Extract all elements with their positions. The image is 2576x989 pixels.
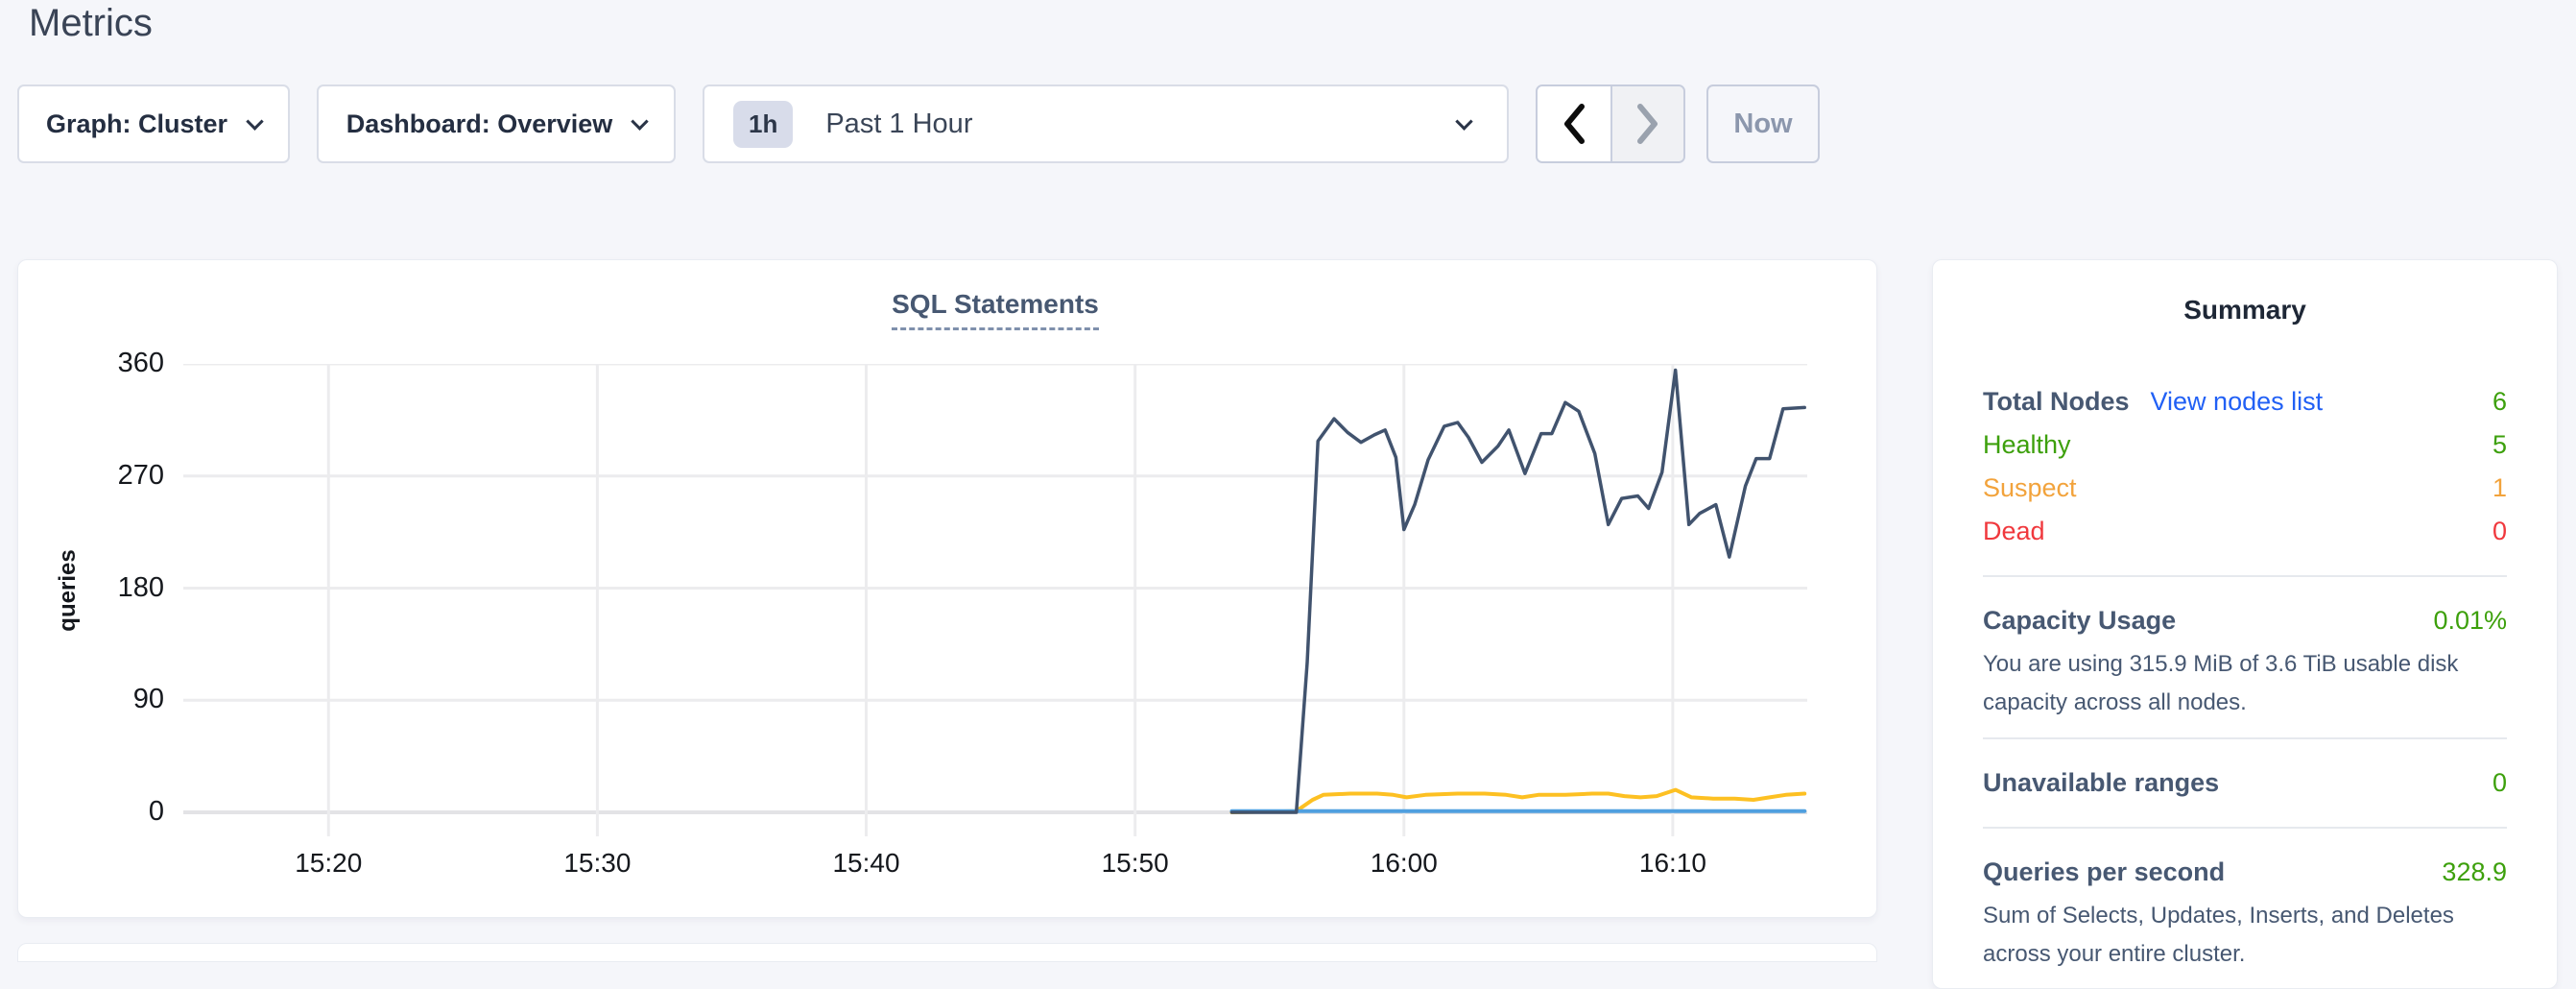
chart-title[interactable]: SQL Statements — [892, 289, 1099, 330]
suspect-nodes-value: 1 — [2492, 473, 2507, 502]
unavailable-ranges-section: Unavailable ranges 0 — [1983, 768, 2507, 798]
node-status-list: Total Nodes View nodes list 6 Healthy 5 … — [1983, 387, 2507, 560]
capacity-usage-value: 0.01% — [2433, 606, 2507, 635]
sql-statements-chart-card: SQL Statements queries 360 270 180 90 0 15:2… — [17, 259, 1877, 918]
time-range-badge: 1h — [733, 100, 794, 148]
graph-scope-dropdown[interactable]: Graph: Cluster — [17, 84, 290, 163]
chevron-left-icon — [1564, 104, 1585, 144]
queries-per-second-value: 328.9 — [2442, 857, 2507, 886]
dashboard-dropdown[interactable]: Dashboard: Overview — [317, 84, 676, 163]
x-tick-label: 15:30 — [563, 848, 632, 878]
summary-title: Summary — [2183, 295, 2306, 325]
x-tick-label: 16:10 — [1638, 848, 1706, 878]
suspect-nodes-label: Suspect — [1983, 473, 2077, 502]
time-step-button-group — [1536, 84, 1685, 163]
dead-nodes-row: Dead 0 — [1983, 517, 2507, 560]
time-range-selector[interactable]: 1h Past 1 Hour — [703, 84, 1509, 163]
page-title: Metrics — [29, 2, 153, 44]
time-step-back-button[interactable] — [1538, 86, 1610, 161]
next-chart-card-partial — [17, 943, 1877, 962]
unavailable-ranges-value: 0 — [2492, 768, 2507, 797]
y-tick-label: 360 — [117, 348, 164, 378]
x-tick-label: 15:40 — [832, 848, 900, 878]
capacity-usage-section: Capacity Usage 0.01% You are using 315.9… — [1983, 606, 2507, 722]
capacity-usage-description: You are using 315.9 MiB of 3.6 TiB usabl… — [1983, 651, 2459, 715]
suspect-nodes-row: Suspect 1 — [1983, 473, 2507, 517]
total-nodes-label: Total Nodes — [1983, 387, 2130, 416]
y-tick-label: 180 — [117, 571, 164, 603]
healthy-nodes-value: 5 — [2492, 430, 2507, 459]
queries-per-second-description: Sum of Selects, Updates, Inserts, and De… — [1983, 903, 2454, 967]
x-tick-label: 16:00 — [1370, 848, 1438, 878]
y-tick-label: 270 — [117, 459, 164, 491]
chevron-down-icon — [246, 111, 264, 131]
healthy-nodes-row: Healthy 5 — [1983, 430, 2507, 473]
x-tick-label: 15:20 — [295, 848, 363, 878]
graph-scope-dropdown-label: Graph: Cluster — [45, 109, 228, 138]
chevron-down-icon — [631, 111, 649, 131]
unavailable-ranges-label: Unavailable ranges — [1983, 768, 2220, 797]
healthy-nodes-label: Healthy — [1983, 430, 2071, 459]
capacity-usage-label: Capacity Usage — [1983, 606, 2177, 635]
divider — [1983, 827, 2507, 829]
chevron-down-icon — [1455, 111, 1473, 131]
dead-nodes-value: 0 — [2492, 517, 2507, 545]
dashboard-dropdown-label: Dashboard: Overview — [346, 109, 613, 138]
y-tick-label: 0 — [148, 796, 164, 827]
divider — [1983, 737, 2507, 739]
total-nodes-row: Total Nodes View nodes list 6 — [1983, 387, 2507, 430]
queries-per-second-section: Queries per second 328.9 Sum of Selects,… — [1983, 857, 2507, 974]
divider — [1983, 575, 2507, 577]
chevron-right-icon — [1637, 104, 1658, 144]
now-button[interactable]: Now — [1706, 84, 1820, 163]
view-nodes-list-link[interactable]: View nodes list — [2150, 387, 2324, 416]
time-range-label: Past 1 Hour — [825, 108, 973, 139]
summary-panel: Summary Total Nodes View nodes list 6 He… — [1932, 259, 2558, 989]
queries-per-second-label: Queries per second — [1983, 857, 2226, 886]
y-tick-label: 90 — [132, 684, 164, 715]
x-tick-label: 15:50 — [1101, 848, 1169, 878]
metrics-toolbar: Graph: Cluster Dashboard: Overview 1h Pa… — [17, 84, 1820, 163]
time-step-forward-button[interactable] — [1610, 86, 1683, 161]
sql-statements-chart[interactable] — [183, 364, 1807, 836]
total-nodes-value: 6 — [2492, 387, 2507, 416]
dead-nodes-label: Dead — [1983, 517, 2045, 545]
